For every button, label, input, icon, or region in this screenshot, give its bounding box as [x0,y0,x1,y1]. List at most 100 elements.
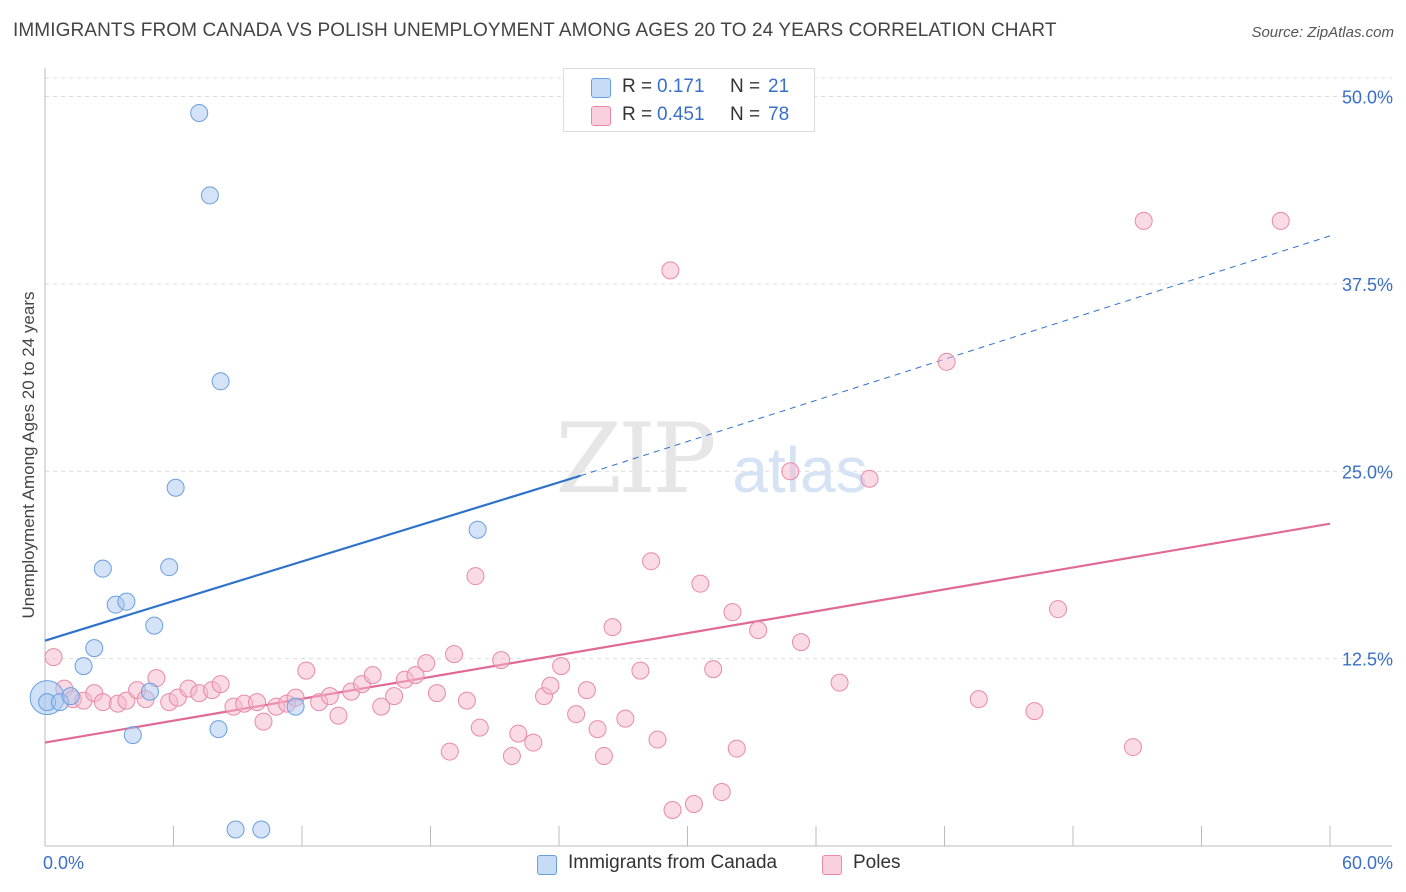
axes [44,68,1392,847]
point-canada [61,687,80,706]
y-axis-label: Unemployment Among Ages 20 to 24 years [19,291,38,619]
point-poles [320,687,339,706]
point-poles [723,603,742,622]
point-poles [603,618,622,637]
point-canada [145,616,164,635]
point-canada [190,103,209,122]
source-label: Source: ZipAtlas.com [1251,24,1394,41]
point-canada [286,697,305,716]
point-poles [457,691,476,710]
point-canada [226,820,245,839]
trend-line-canada [44,474,581,642]
point-canada [85,639,104,658]
point-canada [74,657,93,676]
point-poles [541,676,560,695]
point-poles [552,657,571,676]
point-poles [417,654,436,673]
point-poles [1271,211,1290,230]
point-poles [648,730,667,749]
legend-r-label: R = [622,76,653,97]
legend-label-poles: Poles [853,852,901,873]
legend-swatch-canada [591,78,611,98]
point-poles [470,718,489,737]
point-poles [385,687,404,706]
point-poles [372,697,391,716]
legend-n-label: N = [730,76,761,97]
tick-labels: 12.5% 25.0% 37.5% 50.0% 0.0% 60.0% [43,88,1393,874]
point-poles [445,645,464,664]
point-canada [140,682,159,701]
point-poles [406,666,425,685]
watermark: ZIPatlas [555,403,867,515]
legend-r-label: R = [622,104,653,125]
watermark-atlas: atlas [732,434,867,506]
point-poles [211,675,230,694]
point-poles [502,747,521,766]
point-poles [363,666,382,685]
point-poles [1025,702,1044,721]
point-poles [661,261,680,280]
point-poles [792,633,811,652]
point-poles [712,783,731,802]
point-poles [684,795,703,814]
point-poles [427,684,446,703]
legend-row-poles: R = 0.451 N = 78 [564,100,814,130]
legend-r-value: 0.451 [657,104,705,125]
point-canada [160,558,179,577]
point-poles [524,733,543,752]
legend-row-canada: R = 0.171 N = 21 [564,72,814,102]
data-points [29,103,1290,839]
point-poles [969,690,988,709]
point-poles [492,651,511,670]
point-poles [440,742,459,761]
legend-n-value: 21 [768,76,790,97]
point-poles [830,673,849,692]
point-poles [704,660,723,679]
y-tick-label: 12.5% [1342,650,1393,670]
x-tick-label: 0.0% [43,853,84,873]
correlation-legend: R = 0.171 N = 21 R = 0.451 N = 78 [563,68,815,132]
legend-swatch-poles [591,106,611,126]
point-poles [663,801,682,820]
point-poles [329,706,348,725]
legend-label-canada: Immigrants from Canada [568,852,778,873]
point-poles [509,724,528,743]
point-poles [781,462,800,481]
point-canada [209,720,228,739]
point-poles [1123,738,1142,757]
point-poles [93,693,112,712]
point-poles [642,552,661,571]
legend-swatch-poles [822,855,842,875]
y-tick-label: 25.0% [1342,462,1393,482]
legend-swatch-canada [537,855,557,875]
point-poles [577,681,596,700]
legend-n-value: 78 [768,104,790,125]
point-poles [631,661,650,680]
point-poles [466,567,485,586]
watermark-zip: ZIP [555,403,714,515]
point-poles [1134,211,1153,230]
point-poles [44,648,63,667]
point-canada [211,372,230,391]
legend-r-value: 0.171 [657,76,705,97]
point-poles [616,709,635,728]
point-canada [252,820,271,839]
point-poles [1049,600,1068,619]
point-poles [567,705,586,724]
point-canada [468,520,487,539]
point-canada [200,186,219,205]
point-canada [166,478,185,497]
point-poles [860,469,879,488]
point-canada [117,592,136,611]
point-poles [254,712,273,731]
grid-lines [45,77,1392,660]
point-poles [248,693,267,712]
point-poles [749,621,768,640]
point-canada [123,726,142,745]
x-tick-label: 60.0% [1342,853,1393,873]
chart-title: IMMIGRANTS FROM CANADA VS POLISH UNEMPLO… [13,20,1057,41]
point-poles [937,352,956,371]
point-canada [93,559,112,578]
point-poles [727,739,746,758]
